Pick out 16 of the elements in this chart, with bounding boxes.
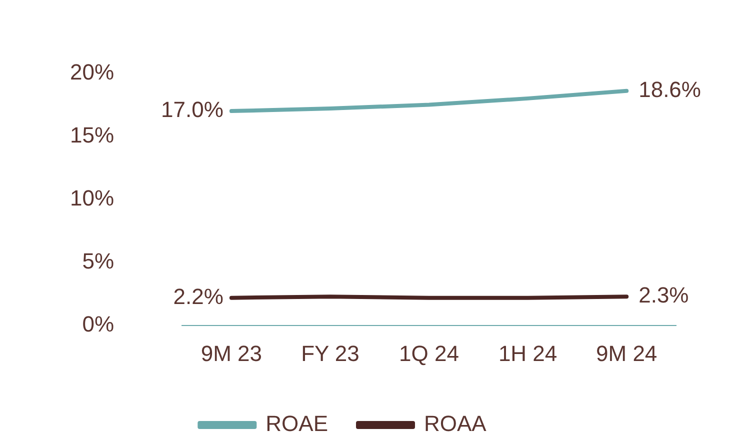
x-tick-label: 1Q 24	[399, 340, 459, 366]
legend-label: ROAE	[266, 411, 328, 436]
data-label: 2.2%	[173, 284, 224, 309]
data-label: 2.3%	[638, 282, 689, 308]
x-tick-label: 9M 23	[200, 340, 262, 366]
y-tick-label: 10%	[70, 185, 114, 210]
y-tick-label: 15%	[70, 122, 114, 148]
y-tick-label: 20%	[70, 59, 114, 84]
data-label: 17.0%	[161, 97, 224, 122]
x-tick-label: FY 23	[301, 340, 360, 366]
legend-label: ROAA	[424, 411, 487, 436]
y-tick-label: 5%	[82, 248, 114, 274]
x-tick-label: 1H 24	[498, 340, 558, 366]
y-tick-label: 0%	[82, 312, 114, 337]
data-label: 18.6%	[638, 76, 701, 102]
x-tick-label: 9M 24	[596, 340, 658, 366]
